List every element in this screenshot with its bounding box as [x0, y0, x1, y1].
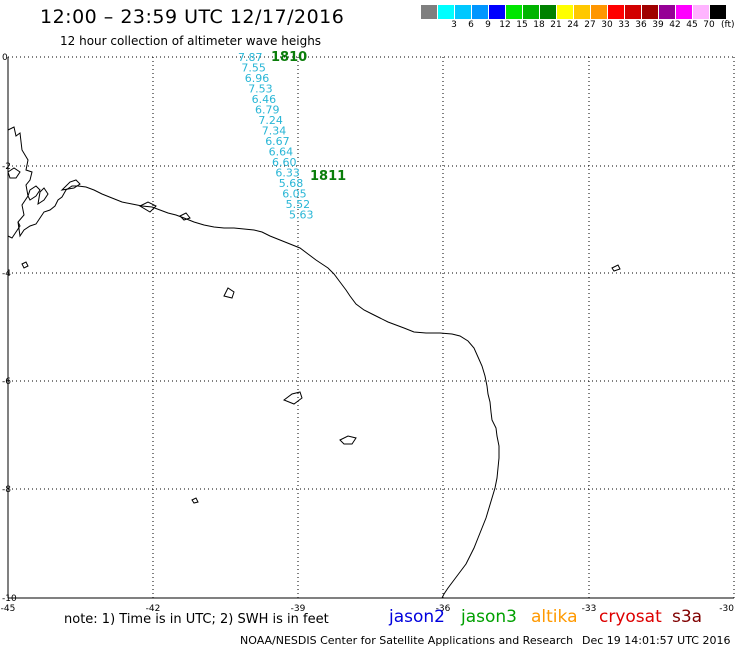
scale-label: 15 [516, 20, 528, 30]
wave-height-value: 6.64 [269, 146, 294, 159]
scale-label: 27 [584, 20, 596, 30]
wave-height-value: 7.34 [262, 125, 287, 138]
wave-height-value: 6.05 [282, 188, 307, 201]
wave-height-value: 6.46 [252, 93, 277, 106]
scale-label: 3 [451, 20, 457, 30]
wave-height-color-scale [421, 5, 727, 19]
pass-time-label: 1811 [310, 169, 346, 184]
scale-label: 33 [618, 20, 630, 30]
scale-swatch [421, 5, 438, 19]
wave-height-value: 7.87 [238, 51, 263, 64]
y-tick-label: -8 [2, 485, 11, 495]
wave-height-value: 5.68 [279, 177, 304, 190]
map-title: 12:00 – 23:59 UTC 12/17/2016 [40, 6, 345, 28]
scale-swatch [608, 5, 625, 19]
wave-height-value: 7.53 [248, 83, 273, 96]
y-tick-label: -2 [2, 162, 11, 172]
y-tick-label: -10 [2, 594, 17, 604]
y-tick-label: -4 [2, 269, 11, 279]
wave-height-value: 7.24 [258, 114, 283, 127]
scale-swatch [625, 5, 642, 19]
wave-height-value: 6.96 [245, 72, 269, 85]
scale-swatch [693, 5, 710, 19]
y-tick-label: -6 [2, 377, 11, 387]
scale-label: 21 [550, 20, 562, 30]
scale-label: 30 [601, 20, 613, 30]
wave-height-value: 6.60 [272, 156, 297, 169]
scale-label: 6 [468, 20, 474, 30]
scale-label: 12 [499, 20, 511, 30]
pass-time-label: 1810 [271, 50, 307, 65]
scale-swatch [642, 5, 659, 19]
x-tick-label: -30 [719, 604, 734, 614]
scale-swatch [438, 5, 455, 19]
x-tick-label: -45 [1, 604, 16, 614]
scale-label: 70 [703, 20, 715, 30]
scale-label: 42 [669, 20, 681, 30]
scale-swatch [523, 5, 540, 19]
scale-swatch [676, 5, 693, 19]
x-tick-label: -39 [291, 604, 306, 614]
satellite-legend-jason3: jason3 [461, 607, 517, 627]
scale-swatch [540, 5, 557, 19]
x-tick-label: -33 [582, 604, 597, 614]
satellite-legend-s3a: s3a [672, 607, 703, 627]
map-gridlines [8, 56, 735, 598]
scale-label: 18 [533, 20, 545, 30]
units-note: note: 1) Time is in UTC; 2) SWH is in fe… [64, 612, 329, 627]
y-tick-label: 0 [2, 53, 8, 63]
wave-height-value: 5.52 [286, 198, 311, 211]
map-subtitle: 12 hour collection of altimeter wave hei… [60, 34, 322, 48]
scale-label: 36 [635, 20, 647, 30]
scale-unit-label: (ft) [721, 20, 735, 30]
scale-swatch [710, 5, 727, 19]
scale-swatch [489, 5, 506, 19]
wave-height-value: 6.33 [275, 167, 300, 180]
generation-timestamp: Dec 19 14:01:57 UTC 2016 [582, 634, 731, 647]
wave-height-value: 6.67 [265, 135, 290, 148]
satellite-legend-cryosat: cryosat [599, 607, 662, 627]
wave-height-value: 5.63 [289, 209, 314, 222]
altimeter-track: 7.877.556.967.536.466.797.247.346.676.64… [238, 50, 346, 222]
wave-height-value: 6.79 [255, 104, 280, 117]
y-axis-tick-labels: 0 -2 -4 -6 -8 -10 [2, 53, 17, 604]
scale-swatch [472, 5, 489, 19]
x-tick-label: -36 [436, 604, 451, 614]
x-tick-label: -42 [146, 604, 161, 614]
scale-swatch [591, 5, 608, 19]
x-axis-tick-labels: -45 -42 -39 -36 -33 -30 [1, 604, 735, 614]
scale-swatch [574, 5, 591, 19]
satellite-legend-altika: altika [531, 607, 578, 627]
scale-swatch [557, 5, 574, 19]
coastline [7, 126, 621, 599]
scale-label: 45 [686, 20, 698, 30]
scale-label: 39 [652, 20, 664, 30]
scale-swatch [659, 5, 676, 19]
wave-height-value: 7.55 [241, 62, 266, 75]
satellite-legend-jason2: jason2 [389, 607, 445, 627]
scale-label: 24 [567, 20, 579, 30]
scale-label: 9 [485, 20, 491, 30]
scale-swatch [506, 5, 523, 19]
scale-swatch [455, 5, 472, 19]
credit-line: NOAA/NESDIS Center for Satellite Applica… [240, 634, 574, 647]
